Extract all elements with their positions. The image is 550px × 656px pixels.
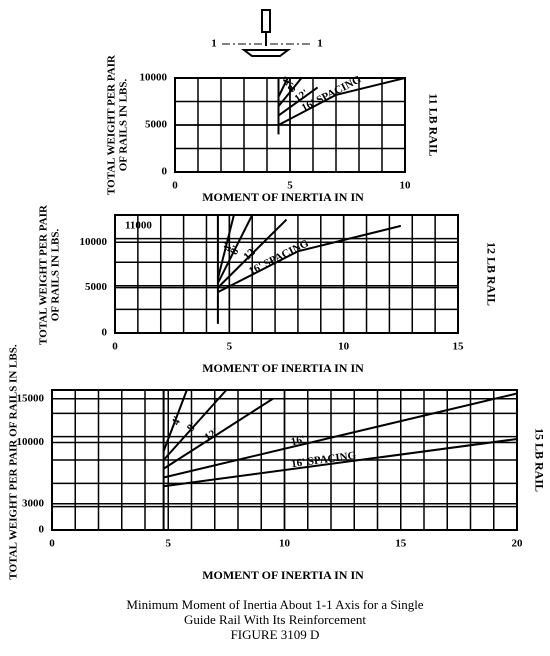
y-tick-label: 10000: [17, 436, 45, 448]
x-axis-label: MOMENT OF INERTIA IN IN: [202, 190, 364, 204]
x-tick-label: 10: [279, 538, 291, 550]
y-tick-label: 10000: [140, 72, 168, 84]
curve: [163, 397, 274, 470]
curve-label: 4': [221, 241, 235, 252]
y-axis-label: OF RAILS IN LBS.: [50, 229, 62, 322]
y-tick-label: 10000: [80, 236, 108, 248]
x-tick-label: 5: [166, 538, 172, 550]
curve: [277, 86, 319, 117]
y-tick-label: 5000: [145, 119, 168, 131]
axis-label: 1: [317, 38, 323, 50]
y-axis-label: TOTAL WEIGHT PER PAIR: [106, 54, 118, 195]
x-tick-label: 0: [172, 180, 178, 192]
rail-label: 12 LB RAIL: [484, 242, 498, 306]
curve-label: 8': [228, 244, 243, 257]
x-tick-label: 15: [453, 341, 465, 353]
curve: [217, 214, 254, 284]
curve-label: 12': [241, 244, 259, 262]
axis-label: 1: [211, 38, 217, 50]
x-tick-label: 10: [338, 341, 350, 353]
annotation: 11000: [125, 220, 152, 232]
curve: [162, 389, 188, 452]
curve: [162, 389, 228, 461]
x-tick-label: 15: [395, 538, 407, 550]
x-tick-label: 5: [287, 180, 293, 192]
y-tick-label: 0: [102, 327, 108, 339]
rail-web: [261, 9, 271, 33]
curve-label: 4': [170, 415, 184, 427]
x-tick-label: 0: [112, 341, 118, 353]
curve: [163, 392, 518, 479]
caption: Guide Rail With Its Reinforcement: [184, 612, 366, 627]
curve: [277, 77, 289, 98]
rail-section: [222, 9, 312, 57]
x-tick-label: 5: [227, 341, 233, 353]
y-axis-label: TOTAL WEIGHT PER PAIR OF RAILS IN LBS.: [8, 344, 20, 579]
plot-frame: [114, 214, 459, 334]
rail-label: 11 LB RAIL: [426, 93, 440, 156]
x-axis-label: MOMENT OF INERTIA IN IN: [202, 361, 364, 375]
y-axis-label: OF RAILS IN LBS.: [118, 79, 130, 172]
y-axis-label: TOTAL WEIGHT PER PAIR: [38, 204, 50, 345]
curve: [277, 77, 303, 107]
x-axis-label: MOMENT OF INERTIA IN IN: [202, 568, 364, 582]
curve: [163, 438, 518, 488]
y-tick-label: 5000: [85, 281, 108, 293]
caption: Minimum Moment of Inertia About 1-1 Axis…: [126, 597, 423, 612]
caption: FIGURE 3109 D: [231, 627, 320, 642]
curve-label: 16' SPACING: [290, 450, 357, 471]
y-tick-label: 0: [162, 166, 168, 178]
x-tick-label: 20: [512, 538, 524, 550]
y-tick-label: 3000: [22, 497, 45, 509]
curve: [217, 218, 288, 289]
y-tick-label: 0: [39, 524, 45, 536]
curve: [216, 214, 235, 279]
x-tick-label: 0: [49, 538, 55, 550]
curve-label: 16' SPACING: [247, 237, 311, 278]
y-tick-label: 15000: [17, 392, 45, 404]
x-tick-label: 10: [400, 180, 412, 192]
rail-label: 15 LB RAIL: [532, 428, 546, 492]
curve-label: 16': [290, 434, 306, 449]
curve: [217, 224, 402, 294]
curve: [278, 77, 406, 126]
